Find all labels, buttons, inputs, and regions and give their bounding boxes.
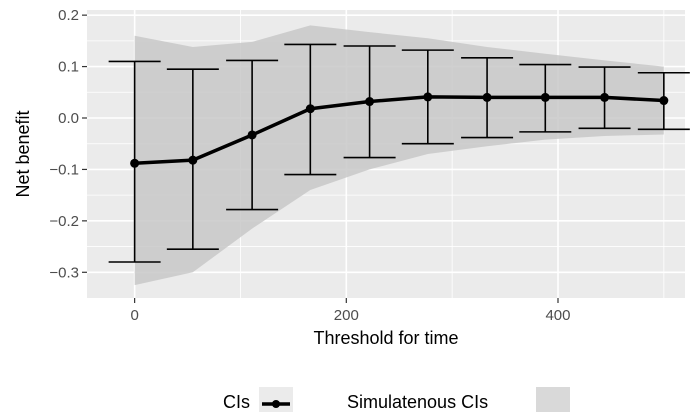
data-point	[130, 158, 140, 168]
data-point	[600, 92, 610, 102]
x-axis-title: Threshold for time	[313, 328, 458, 348]
y-tick-label: −0.1	[49, 161, 79, 178]
simultaneous-ci-ribbon	[134, 25, 664, 286]
y-tick-label: 0.2	[58, 7, 79, 24]
legend-key-cis	[259, 387, 293, 417]
data-point	[540, 92, 550, 102]
y-tick-label: 0.1	[58, 59, 79, 76]
legend-key-simultaneous-cis	[536, 387, 570, 417]
net-benefit-line	[134, 95, 664, 166]
data-point	[247, 130, 257, 140]
legend-label-simultaneous-cis: Simulatenous CIs	[347, 392, 488, 412]
x-tick-label: 400	[545, 307, 570, 324]
x-axis-ticks: 0 200 400	[130, 298, 571, 324]
legend-label-cis: CIs	[223, 392, 250, 412]
legend: CIs Simulatenous CIs	[223, 387, 570, 417]
data-point	[365, 97, 375, 107]
y-axis-title: Net benefit	[13, 110, 33, 197]
y-tick-label: −0.3	[49, 264, 79, 281]
data-point	[659, 96, 669, 106]
y-tick-label: −0.2	[49, 213, 79, 230]
data-point	[423, 92, 433, 102]
data-point	[305, 104, 315, 114]
x-tick-label: 200	[334, 307, 359, 324]
x-tick-label: 0	[130, 307, 138, 324]
net-benefit-points	[130, 92, 669, 168]
y-axis-ticks: −0.3 −0.2 −0.1 0.0 0.1 0.2	[49, 7, 87, 281]
data-point	[188, 155, 198, 165]
data-point	[482, 92, 492, 102]
y-tick-label: 0.0	[58, 110, 79, 127]
